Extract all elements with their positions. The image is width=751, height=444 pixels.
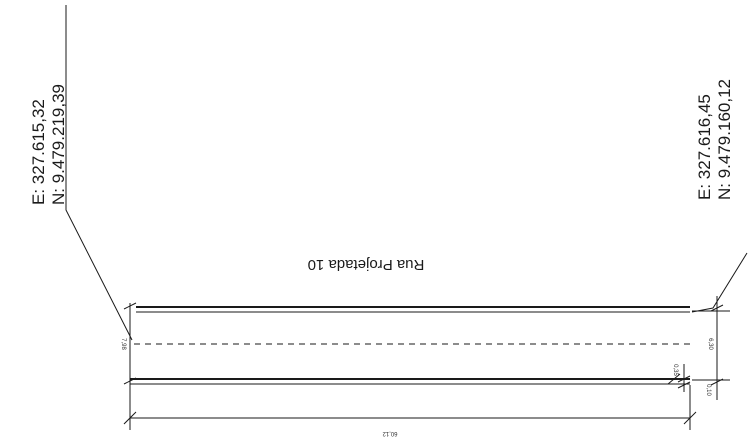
left-northing: N: 9.479.219,39 [49, 84, 68, 205]
length-tick-right [683, 411, 697, 425]
right-coordinate-label: E: 327.616,45 N: 9.479.160,12 [695, 79, 734, 200]
right-leader-line [691, 252, 748, 313]
right-width-label: 6,30 [707, 338, 713, 350]
right-easting: E: 327.616,45 [695, 94, 714, 200]
left-leader-line [65, 5, 133, 341]
left-easting: E: 327.615,32 [29, 99, 48, 205]
street-name: Rua Projetada 10 [308, 256, 425, 273]
left-coordinate-label: E: 327.615,32 N: 9.479.219,39 [29, 84, 68, 205]
sidewalk-tick-top [677, 375, 691, 383]
sidewalk-small-label: 0,35 [672, 364, 678, 376]
right-dimension-tick-top [710, 304, 724, 312]
left-width-label: 7,98 [120, 338, 126, 350]
length-label: 60,12 [382, 430, 398, 436]
right-edge-tick [667, 373, 681, 385]
sidewalk-tick-bottom [677, 381, 691, 389]
right-northing: N: 9.479.160,12 [715, 79, 734, 200]
length-tick-left [123, 411, 137, 425]
left-dimension-tick-top [123, 302, 137, 310]
left-dimension-tick-bottom [123, 377, 137, 385]
sidewalk-right-label: 0,10 [705, 384, 711, 396]
